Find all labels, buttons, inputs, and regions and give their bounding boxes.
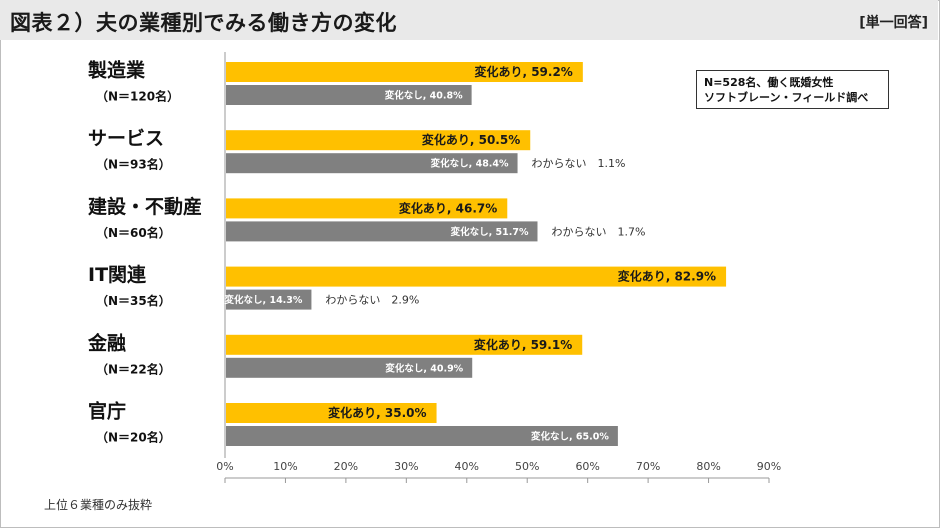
- data-label-unknown: わからない 2.9%: [325, 294, 419, 307]
- bar-changed: [226, 130, 531, 151]
- header-bar: 図表２）夫の業種別でみる働き方の変化 [単一回答]: [0, 0, 938, 40]
- data-label-unchanged: 変化なし, 40.9%: [385, 362, 463, 374]
- data-label-unknown: わからない 1.7%: [551, 225, 645, 238]
- data-label-changed: 変化あり, 50.5%: [422, 132, 520, 147]
- footnote: 上位６業種のみ抜粋: [44, 498, 153, 512]
- bar-changed: [226, 334, 583, 355]
- bar-changed: [226, 62, 583, 82]
- bar-unchanged: [226, 426, 618, 446]
- x-tick-label: 50%: [515, 460, 539, 473]
- bar-unchanged: [226, 357, 473, 378]
- category-count: （N＝22名）: [96, 361, 171, 376]
- data-label-unchanged: 変化なし, 40.8%: [385, 90, 463, 102]
- category-label: 官庁: [88, 400, 126, 423]
- data-label-unchanged: 変化なし, 51.7%: [451, 226, 529, 238]
- bar-changed: [226, 266, 727, 287]
- data-label-changed: 変化あり, 59.2%: [474, 64, 572, 79]
- bar-unchanged: [226, 85, 472, 105]
- category-count: （N＝120名）: [96, 89, 179, 104]
- category-label: 製造業: [87, 59, 146, 82]
- data-label-changed: 変化あり, 82.9%: [618, 269, 716, 284]
- x-tick-label: 0%: [216, 460, 233, 473]
- category-count: （N＝93名）: [96, 157, 171, 172]
- category-label: IT関連: [88, 263, 147, 286]
- x-tick-label: 40%: [455, 460, 479, 473]
- category-count: （N＝60名）: [96, 225, 171, 240]
- source-note: N=528名、働く既婚女性 ソフトブレーン・フィールド調べ: [696, 70, 889, 109]
- bar-unchanged: [226, 289, 312, 310]
- data-label-changed: 変化あり, 35.0%: [328, 405, 426, 420]
- data-label-changed: 変化あり, 59.1%: [474, 337, 572, 352]
- unit-label: [単一回答]: [859, 15, 928, 31]
- data-label-unknown: わからない 1.1%: [532, 157, 626, 170]
- chart-title: 図表２）夫の業種別でみる働き方の変化: [10, 11, 397, 35]
- category-count: （N＝35名）: [96, 293, 171, 308]
- x-tick-label: 20%: [334, 460, 358, 473]
- bar-unchanged: [226, 221, 538, 242]
- bar-changed: [226, 198, 508, 219]
- x-tick-label: 90%: [757, 460, 781, 473]
- x-tick-label: 10%: [273, 460, 297, 473]
- note-sample-size: N=528名、働く既婚女性: [704, 76, 834, 89]
- data-label-unchanged: 変化なし, 65.0%: [531, 431, 609, 443]
- note-source: ソフトブレーン・フィールド調べ: [704, 91, 869, 104]
- x-tick-label: 70%: [636, 460, 660, 473]
- category-label: サービス: [88, 128, 164, 150]
- category-count: （N＝20名）: [96, 430, 171, 445]
- category-label: 建設・不動産: [88, 195, 202, 218]
- category-label: 金融: [87, 331, 126, 354]
- x-tick-label: 80%: [696, 460, 720, 473]
- x-tick-label: 60%: [575, 460, 599, 473]
- data-label-unchanged: 変化なし, 48.4%: [431, 158, 509, 170]
- data-label-unchanged: 変化なし, 14.3%: [225, 294, 303, 306]
- x-tick-label: 30%: [394, 460, 418, 473]
- bar-unchanged: [226, 153, 518, 174]
- data-label-changed: 変化あり, 46.7%: [399, 200, 497, 215]
- bar-changed: [226, 403, 437, 423]
